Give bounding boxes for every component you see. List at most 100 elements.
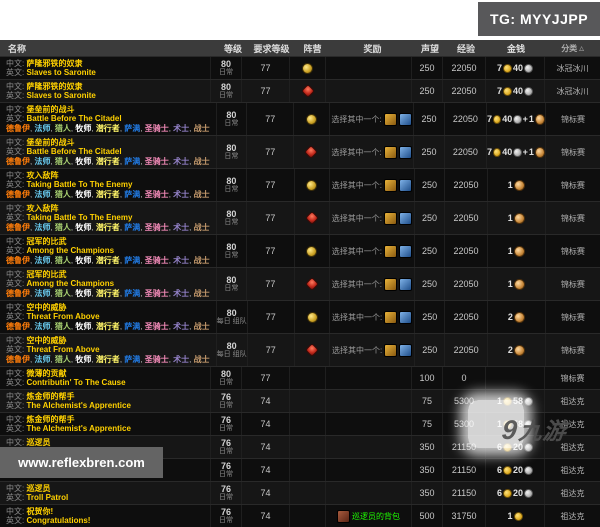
quest-name-cn[interactable]: 冠军的比武 [26,270,67,279]
seal-amount: 2 [507,312,513,322]
quest-name-cn[interactable]: 冠军的比武 [26,237,67,246]
class-name: 萨满 [124,124,141,133]
level-value: 80 [226,175,237,186]
quest-name-cn[interactable]: 萨隆邪铁的奴隶 [26,82,83,91]
experience-cell: 21150 [442,482,485,504]
champions-seal-icon [513,278,525,290]
class-list: 德鲁伊, 法师, 猎人, 牧师, 潜行者, 萨满, 圣骑士, 术士, 战士 [6,322,210,331]
gold-coin-icon [513,511,523,521]
quest-row: 中文: 空中的威胁 英文: Threat From Above 德鲁伊, 法师,… [0,333,600,366]
quest-name-en[interactable]: Among the Champions [26,246,115,255]
horde-icon [300,83,315,99]
quest-name-cn[interactable]: 萨隆邪铁的奴隶 [26,59,83,68]
reputation-cell: 350 [411,459,442,481]
quest-name-cell: 中文: 攻入敌阵 英文: Taking Battle To The Enemy … [0,169,216,201]
en-label: 英文: [6,378,25,387]
champions-seal-icon [513,179,525,191]
champions-seal-icon [513,344,525,356]
quest-name-cn[interactable]: 炼金师的帮手 [26,392,75,401]
quest-row: 中文: 萨隆邪铁的奴隶 英文: Slaves to Saronite 80 日常… [0,56,600,79]
reward-cell: 选择其中一个: [328,235,414,267]
quest-name-en[interactable]: Slaves to Saronite [26,91,96,100]
choose-one-label: 选择其中一个: [331,114,382,124]
level-cell: 76 日常 [210,482,241,504]
reward-item-icon [337,509,350,523]
cn-label: 中文: [6,82,25,91]
reward-cell [325,459,411,481]
quest-name-en[interactable]: Threat From Above [26,312,100,321]
champions-seal-icon [534,146,545,158]
quest-name-cn[interactable]: 攻入敌阵 [26,171,59,180]
horde-icon [304,144,319,160]
level-cell: 80 日常 [215,103,246,135]
class-name: 术士 [173,124,190,133]
quest-name-cell: 中文: 萨隆邪铁的奴隶 英文: Slaves to Saronite [0,57,210,79]
quest-name-en[interactable]: Taking Battle To The Enemy [26,180,133,189]
quest-name-cn[interactable]: 炼金师的帮手 [26,415,75,424]
money-cell: 1 [486,202,545,234]
quest-name-en[interactable]: Slaves to Saronite [26,68,96,77]
quest-name-cn[interactable]: 空中的威胁 [26,336,67,345]
alliance-icon [305,113,317,125]
class-list: 德鲁伊, 法师, 猎人, 牧师, 潜行者, 萨满, 圣骑士, 术士, 战士 [6,355,210,364]
level-value: 80 [226,208,237,219]
class-list: 德鲁伊, 法师, 猎人, 牧师, 潜行者, 萨满, 圣骑士, 术士, 战士 [6,124,210,133]
quest-name-cn[interactable]: 巡逻员 [26,484,51,493]
experience-cell: 21150 [442,459,485,481]
quest-name-cn[interactable]: 巡逻员 [26,438,51,447]
quest-name-en[interactable]: Threat From Above [26,345,100,354]
quest-name-en[interactable]: Among the Champions [26,279,115,288]
col-header-level[interactable]: 等级 [223,43,242,54]
class-name: 猎人 [54,355,71,364]
quest-name-cell: 中文: 冠军的比武 英文: Among the Champions 德鲁伊, 法… [0,268,216,300]
money-cell: 6 20 [485,459,544,481]
quest-name-en[interactable]: Taking Battle To The Enemy [26,213,133,222]
col-header-category[interactable]: 分类 △ [545,40,600,56]
tg-badge: TG: MYYJJPP [478,2,600,36]
quest-name-cn[interactable]: 微薄的贡献 [26,369,67,378]
en-label: 英文: [6,147,25,156]
quest-name-cn[interactable]: 空中的威胁 [26,303,67,312]
gold-amount: 7 [486,147,492,157]
choose-one-label: 选择其中一个: [331,180,382,190]
quest-name-cn[interactable]: 攻入敌阵 [26,204,59,213]
gold-amount: 6 [496,465,502,475]
cn-label: 中文: [6,171,25,180]
quest-name-en[interactable]: Congratulations! [26,516,91,525]
quest-name-en[interactable]: Contributin' To The Cause [26,378,126,387]
reward-cell [325,482,411,504]
level-cell: 76 日常 [210,436,241,458]
reward-item-icon [398,112,412,126]
col-header-money[interactable]: 金钱 [506,43,525,54]
daily-tag: 日常 [219,68,233,76]
col-header-reqlevel[interactable]: 要求等级 [253,43,290,54]
reputation-cell: 350 [411,436,442,458]
quest-name-en[interactable]: Battle Before The Citadel [26,147,122,156]
quest-name-en[interactable]: The Alchemist's Apprentice [26,401,131,410]
daily-tag: 日常 [219,378,233,386]
faction-cell [293,202,329,234]
quest-name-cn[interactable]: 堡垒前的战斗 [26,138,75,147]
class-name: 术士 [173,355,190,364]
choose-one-label: 选择其中一个: [331,147,382,157]
daily-tag: 每日 组队 [216,350,247,358]
reward-item-icon [398,277,412,291]
col-header-faction[interactable]: 阵营 [303,43,322,54]
quest-name-en[interactable]: The Alchemist's Apprentice [26,424,131,433]
silver-amount: 40 [513,63,524,73]
col-header-reputation[interactable]: 声望 [420,43,439,54]
category-cell: 祖达克 [544,390,600,412]
quest-name-en[interactable]: Troll Patrol [26,493,69,502]
quest-row: 中文: 冠军的比武 英文: Among the Champions 德鲁伊, 法… [0,234,600,267]
col-header-experience[interactable]: 经验 [456,43,475,54]
reward-item-link[interactable]: 巡逻员的背包 [352,511,400,521]
quest-name-en[interactable]: Battle Before The Citadel [26,114,122,123]
quest-name-cn[interactable]: 祝贺你! [26,507,54,516]
reputation-cell: 250 [411,80,442,102]
col-header-reward[interactable]: 奖励 [363,43,382,54]
quest-name-cn[interactable]: 堡垒前的战斗 [26,105,75,114]
faction-cell [289,57,325,79]
col-header-name[interactable]: 名称 [8,43,27,54]
class-name: 术士 [173,223,190,232]
class-name: 术士 [173,157,190,166]
